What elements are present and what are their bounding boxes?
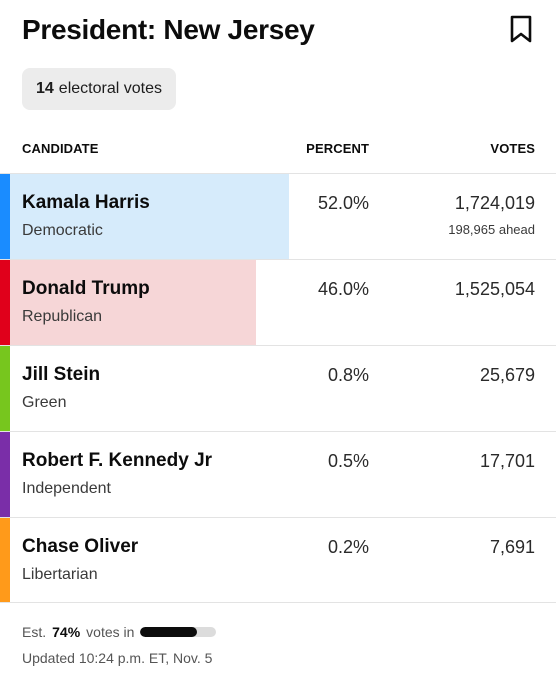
party-color-stripe [0, 174, 10, 259]
candidate-votes: 25,679 [479, 365, 535, 385]
candidate-percent: 46.0% [317, 279, 369, 299]
candidate-votes: 17,701 [479, 451, 535, 471]
results-table: Kamala Harris Democratic 52.0% 1,724,019… [0, 173, 556, 603]
candidate-votes: 1,525,054 [454, 279, 535, 299]
vote-share-fill [10, 260, 256, 345]
candidate-percent: 0.8% [327, 365, 369, 385]
votes-in-progress-bar [140, 627, 217, 637]
candidate-percent: 0.5% [327, 451, 369, 471]
votes-in-progress-fill [140, 627, 197, 637]
candidate-name: Jill Stein [22, 364, 101, 385]
party-color-stripe [0, 432, 10, 517]
table-row: Jill Stein Green 0.8% 25,679 [0, 345, 556, 431]
est-suffix: votes in [86, 624, 135, 640]
candidate-party: Republican [22, 308, 103, 325]
candidate-percent: 0.2% [327, 537, 369, 557]
page-header: President: New Jersey [22, 12, 542, 48]
candidate-party: Democratic [22, 222, 103, 239]
candidate-name: Donald Trump [22, 278, 150, 299]
table-row: Chase Oliver Libertarian 0.2% 7,691 [0, 517, 556, 603]
candidate-votes: 7,691 [489, 537, 535, 557]
candidate-lead: 198,965 ahead [448, 222, 535, 237]
table-row: Kamala Harris Democratic 52.0% 1,724,019… [0, 173, 556, 259]
electoral-votes-badge: 14 electoral votes [22, 68, 176, 110]
party-color-stripe [0, 346, 10, 431]
table-row: Robert F. Kennedy Jr Independent 0.5% 17… [0, 431, 556, 517]
table-row: Donald Trump Republican 46.0% 1,525,054 [0, 259, 556, 345]
est-value: 74% [52, 624, 81, 640]
electoral-votes-label: electoral votes [58, 80, 162, 97]
candidate-percent: 52.0% [317, 193, 369, 213]
estimated-votes-in: Est. 74% votes in [22, 622, 542, 642]
candidate-votes: 1,724,019 [454, 193, 535, 213]
candidate-party: Green [22, 394, 67, 411]
vote-share-fill [10, 174, 289, 259]
column-header-percent: PERCENT [306, 141, 369, 156]
updated-timestamp: Updated 10:24 p.m. ET, Nov. 5 [22, 650, 213, 666]
candidate-name: Chase Oliver [22, 536, 139, 557]
party-color-stripe [0, 518, 10, 602]
est-prefix: Est. [22, 624, 47, 640]
page-title: President: New Jersey [22, 14, 315, 45]
column-header-candidate: CANDIDATE [22, 141, 99, 156]
electoral-votes-count: 14 [36, 80, 54, 97]
results-footer: Est. 74% votes in Updated 10:24 p.m. ET,… [22, 622, 542, 666]
party-color-stripe [0, 260, 10, 345]
bookmark-icon[interactable] [508, 14, 534, 44]
column-header-votes: VOTES [490, 141, 535, 156]
candidate-party: Libertarian [22, 566, 98, 583]
candidate-party: Independent [22, 480, 111, 497]
candidate-name: Kamala Harris [22, 192, 150, 213]
candidate-name: Robert F. Kennedy Jr [22, 450, 213, 471]
